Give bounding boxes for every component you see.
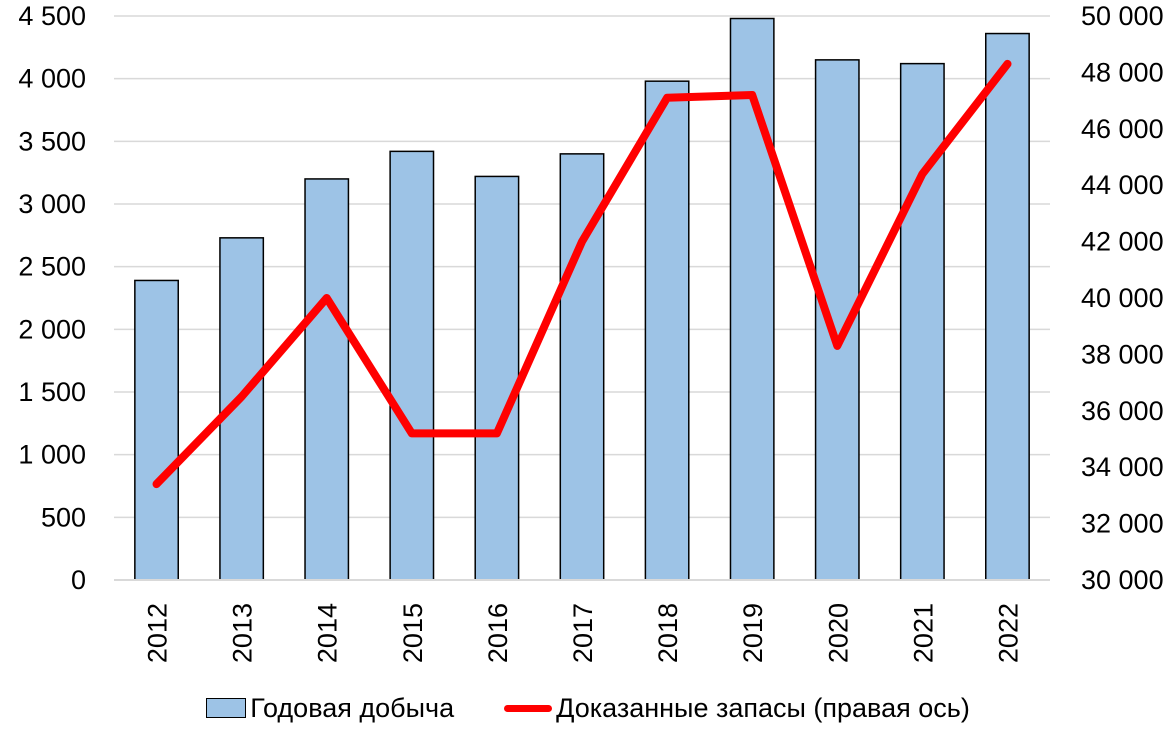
line-point-2012 (156, 483, 158, 485)
bar-series (134, 17, 1030, 581)
right-tick-label: 34 000 (1081, 452, 1164, 482)
line-point-2013 (241, 396, 243, 398)
x-tick-label: 2013 (228, 603, 258, 663)
left-tick-label: 1 000 (18, 440, 86, 470)
bar-2014 (304, 178, 350, 581)
legend-item-bars: Годовая добыча (206, 693, 454, 724)
x-tick-label: 2014 (313, 603, 343, 663)
bar-2012 (134, 279, 179, 581)
right-tick-label: 30 000 (1081, 565, 1164, 595)
right-tick-label: 48 000 (1081, 57, 1164, 87)
left-tick-label: 500 (41, 502, 86, 532)
x-tick-label: 2020 (823, 603, 853, 663)
left-tick-label: 3 000 (18, 189, 86, 219)
left-tick-label: 3 500 (18, 126, 86, 156)
legend-line-swatch (504, 704, 553, 712)
legend: Годовая добыча Доказанные запасы (правая… (0, 686, 1176, 730)
line-point-2014 (326, 297, 328, 299)
left-tick-label: 2 000 (18, 314, 86, 344)
bar-2021 (899, 62, 945, 581)
line-point-2022 (1006, 63, 1008, 65)
right-tick-label: 50 000 (1081, 1, 1164, 31)
x-tick-label: 2015 (398, 603, 428, 663)
left-tick-label: 0 (71, 565, 86, 595)
line-point-2019 (751, 94, 753, 96)
right-tick-label: 46 000 (1081, 114, 1164, 144)
x-tick-label: 2021 (908, 603, 938, 663)
legend-bar-swatch (206, 698, 247, 718)
line-point-2017 (581, 241, 583, 243)
left-tick-label: 2 500 (18, 252, 86, 282)
left-tick-label: 4 500 (18, 1, 86, 31)
right-tick-label: 42 000 (1081, 227, 1164, 257)
x-tick-label: 2018 (653, 603, 683, 663)
x-tick-label: 2016 (483, 603, 513, 663)
bar-2016 (474, 175, 520, 581)
line-point-2015 (411, 432, 413, 434)
legend-item-line: Доказанные запасы (правая ось) (504, 693, 970, 724)
x-tick-label: 2022 (993, 603, 1023, 663)
legend-label-line: Доказанные запасы (правая ось) (556, 692, 970, 723)
bar-2018 (644, 80, 690, 581)
right-tick-label: 32 000 (1081, 509, 1164, 539)
legend-label-bars: Годовая добыча (250, 692, 455, 723)
bar-2022 (985, 32, 1030, 581)
right-tick-label: 38 000 (1081, 339, 1164, 369)
bar-2015 (389, 150, 435, 581)
line-point-2021 (921, 173, 923, 175)
right-tick-label: 44 000 (1081, 170, 1164, 200)
x-tick-label: 2012 (143, 603, 173, 663)
left-tick-label: 1 500 (18, 377, 86, 407)
x-tick-label: 2017 (568, 603, 598, 663)
line-series (152, 59, 1012, 489)
line-point-2020 (836, 345, 838, 347)
right-tick-label: 36 000 (1081, 396, 1164, 426)
chart: 0 500 1 000 1 500 2 000 2 500 3 000 3 500 4 000 4… (18, 1, 1163, 663)
line-point-2018 (666, 97, 668, 99)
axes: 0 500 1 000 1 500 2 000 2 500 3 000 3 500 4 000 4… (18, 1, 1163, 663)
x-tick-label: 2019 (738, 603, 768, 663)
line-point-2016 (496, 432, 498, 434)
right-tick-label: 40 000 (1081, 283, 1164, 313)
left-tick-label: 4 000 (18, 64, 86, 94)
